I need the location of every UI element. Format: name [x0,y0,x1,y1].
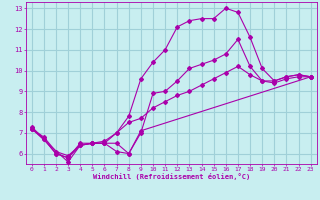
X-axis label: Windchill (Refroidissement éolien,°C): Windchill (Refroidissement éolien,°C) [92,173,250,180]
